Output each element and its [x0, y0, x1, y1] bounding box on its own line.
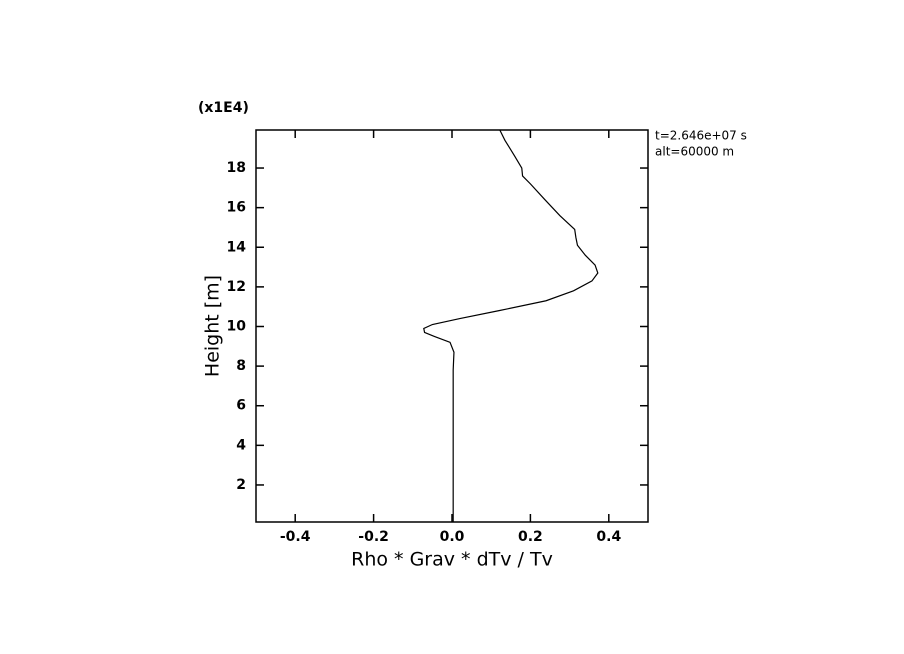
y-axis-title: Height [m]	[202, 275, 224, 377]
y-tick-label: 12	[227, 279, 246, 295]
x-tick-label: 0.4	[596, 529, 621, 545]
x-tick-label: 0.0	[440, 529, 465, 545]
y-tick-label: 16	[227, 200, 246, 216]
y-tick-label: 2	[236, 477, 246, 493]
x-tick-label: -0.2	[358, 529, 389, 545]
y-tick-label: 8	[236, 358, 246, 374]
annotation: alt=60000 m	[655, 145, 734, 159]
y-tick-label: 10	[227, 318, 247, 334]
x-tick-label: -0.4	[280, 529, 311, 545]
y-tick-label: 14	[227, 239, 247, 255]
y-multiplier: (x1E4)	[198, 100, 249, 116]
profile-line	[423, 129, 599, 522]
y-tick-label: 6	[236, 398, 246, 414]
plot-frame	[255, 129, 649, 523]
x-axis-title: Rho * Grav * dTv / Tv	[351, 549, 553, 571]
y-tick-label: 18	[227, 160, 246, 176]
annotation: t=2.646e+07 s	[655, 129, 747, 143]
x-tick-label: 0.2	[518, 529, 543, 545]
y-tick-label: 4	[236, 437, 246, 453]
